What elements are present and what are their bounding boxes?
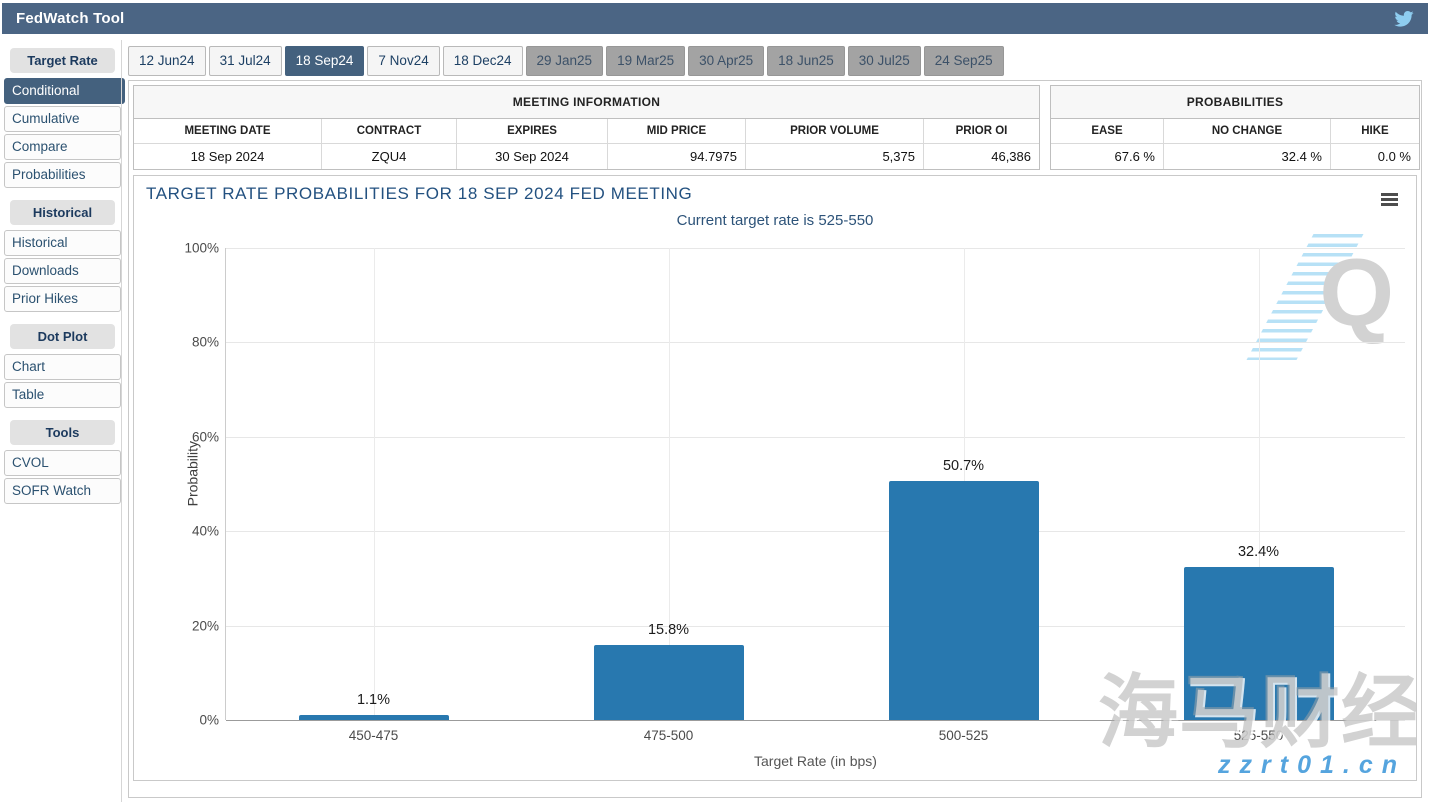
chart-subtitle: Current target rate is 525-550: [676, 212, 874, 229]
column-header: MID PRICE: [608, 119, 746, 144]
table-value: ZQU4: [322, 144, 457, 169]
app-title: FedWatch Tool: [16, 10, 125, 27]
meeting-information-header-row: MEETING DATE CONTRACT EXPIRES MID PRICE PRIO…: [134, 119, 1039, 144]
y-tick-label: 0%: [199, 712, 219, 728]
sidebar-section-tools: Tools CVOL SOFR Watch: [4, 420, 121, 504]
tab-29-jan25[interactable]: 29 Jan25: [525, 46, 604, 76]
chart-menu-icon[interactable]: [1381, 193, 1398, 208]
sidebar-section-dot-plot: Dot Plot Chart Table: [4, 324, 121, 408]
probabilities-title: PROBABILITIES: [1051, 86, 1419, 119]
x-axis-label: Target Rate (in bps): [754, 753, 877, 769]
h-gridline: [226, 342, 1405, 344]
y-tick-label: 100%: [184, 240, 219, 256]
app-header: FedWatch Tool: [2, 3, 1428, 34]
h-gridline: [226, 720, 1405, 721]
table-value: 30 Sep 2024: [457, 144, 608, 169]
v-gridline: [1258, 248, 1260, 720]
h-gridline: [226, 625, 1405, 627]
meeting-date-tabs: 12 Jun24 31 Jul24 18 Sep24 7 Nov24 18 Dec24 2…: [128, 46, 1422, 76]
tab-18-sep24[interactable]: 18 Sep24: [284, 46, 365, 76]
chart-title: TARGET RATE PROBABILITIES FOR 18 SEP 202…: [146, 184, 693, 203]
bar-value-label: 32.4%: [1237, 544, 1280, 561]
sidebar-item-probabilities[interactable]: Probabilities: [4, 162, 121, 188]
column-header: HIKE: [1331, 119, 1419, 144]
column-header: EASE: [1051, 119, 1164, 144]
table-value: 46,386: [991, 149, 1031, 164]
sidebar-item-cumulative[interactable]: Cumulative: [4, 106, 121, 132]
sidebar: Target Rate Conditional Cumulative Compare P…: [4, 48, 125, 516]
probabilities-header-row: EASE NO CHANGE HIKE: [1051, 119, 1419, 144]
table-value: 18 Sep 2024: [134, 144, 322, 169]
y-tick-label: 80%: [191, 334, 219, 350]
x-tick-label: 525-550: [1233, 728, 1284, 743]
bar-475-500[interactable]: [593, 645, 744, 720]
sidebar-section-header: Historical: [10, 200, 115, 225]
v-gridline: [668, 248, 670, 720]
meeting-information-table: MEETING INFORMATION MEETING DATE CONTRACT…: [133, 85, 1040, 170]
sidebar-item-chart[interactable]: Chart: [4, 354, 121, 380]
column-header: EXPIRES: [457, 119, 608, 144]
column-header: PRIOR OI: [924, 119, 1039, 144]
sidebar-section-target-rate: Target Rate Conditional Cumulative Compare P…: [4, 48, 125, 188]
tab-30-apr25[interactable]: 30 Apr25: [688, 46, 765, 76]
sidebar-section-header: Dot Plot: [10, 324, 115, 349]
h-gridline: [226, 436, 1405, 438]
table-value: 32.4 %: [1164, 144, 1331, 169]
bar-value-label: 15.8%: [647, 622, 690, 639]
sidebar-item-historical[interactable]: Historical: [4, 230, 121, 256]
h-gridline: [226, 531, 1405, 533]
main-area: 12 Jun24 31 Jul24 18 Sep24 7 Nov24 18 Dec24 2…: [128, 46, 1422, 798]
probabilities-table: PROBABILITIES EASE NO CHANGE HIKE 67.6 % 32…: [1050, 85, 1420, 170]
sidebar-item-compare[interactable]: Compare: [4, 134, 121, 160]
bar-500-525[interactable]: [888, 480, 1039, 720]
tab-18-dec24[interactable]: 18 Dec24: [442, 46, 523, 76]
info-row: MEETING INFORMATION MEETING DATE CONTRACT…: [133, 85, 1420, 170]
v-gridline: [373, 248, 375, 720]
x-tick-label: 500-525: [938, 728, 989, 743]
sidebar-item-table[interactable]: Table: [4, 382, 121, 408]
sidebar-item-sofr-watch[interactable]: SOFR Watch: [4, 478, 121, 504]
column-header: CONTRACT: [322, 119, 457, 144]
y-tick-label: 20%: [191, 618, 219, 634]
content-panel: MEETING INFORMATION MEETING DATE CONTRACT…: [128, 80, 1422, 798]
chart-plot-area: Probability Target Rate (in bps) 0% 20% 40…: [184, 241, 1405, 769]
y-tick-label: 40%: [191, 523, 219, 539]
sidebar-item-conditional[interactable]: Conditional: [4, 78, 125, 104]
bar-450-475[interactable]: [298, 714, 449, 720]
y-axis-label: Probability: [184, 441, 201, 507]
bar-value-label: 50.7%: [942, 457, 985, 474]
probabilities-value-row: 67.6 % 32.4 % 0.0 %: [1051, 144, 1419, 169]
tab-12-jun24[interactable]: 12 Jun24: [128, 46, 206, 76]
sidebar-section-header: Tools: [10, 420, 115, 445]
table-value: 0.0 %: [1377, 149, 1411, 164]
bar-525-550[interactable]: [1183, 567, 1334, 720]
tab-30-jul25[interactable]: 30 Jul25: [847, 46, 921, 76]
table-value: 67.6 %: [1051, 144, 1164, 169]
target-rate-chart: TARGET RATE PROBABILITIES FOR 18 SEP 202…: [133, 175, 1417, 781]
tab-18-jun25[interactable]: 18 Jun25: [767, 46, 845, 76]
tab-7-nov24[interactable]: 7 Nov24: [367, 46, 440, 76]
x-tick-label: 450-475: [348, 728, 399, 743]
column-header: PRIOR VOLUME: [746, 119, 924, 144]
column-header: NO CHANGE: [1164, 119, 1331, 144]
column-header: MEETING DATE: [134, 119, 322, 144]
tab-31-jul24[interactable]: 31 Jul24: [208, 46, 282, 76]
meeting-information-value-row: 18 Sep 2024 ZQU4 30 Sep 2024 94.7975 5,375 46…: [134, 144, 1039, 169]
sidebar-item-cvol[interactable]: CVOL: [4, 450, 121, 476]
h-gridline: [226, 248, 1405, 249]
sidebar-item-downloads[interactable]: Downloads: [4, 258, 121, 284]
sidebar-section-historical: Historical Historical Downloads Prior Hikes: [4, 200, 121, 312]
sidebar-section-header: Target Rate: [10, 48, 115, 73]
sidebar-item-prior-hikes[interactable]: Prior Hikes: [4, 286, 121, 312]
sidebar-divider: [121, 40, 122, 802]
x-tick-label: 475-500: [643, 728, 694, 743]
table-value: 94.7975: [608, 144, 746, 169]
tab-19-mar25[interactable]: 19 Mar25: [606, 46, 686, 76]
y-tick-label: 60%: [191, 429, 219, 445]
twitter-icon[interactable]: [1394, 10, 1414, 27]
meeting-information-title: MEETING INFORMATION: [134, 86, 1039, 119]
tab-24-sep25[interactable]: 24 Sep25: [923, 46, 1004, 76]
bar-value-label: 1.1%: [356, 691, 391, 708]
table-value: 5,375: [746, 144, 924, 169]
